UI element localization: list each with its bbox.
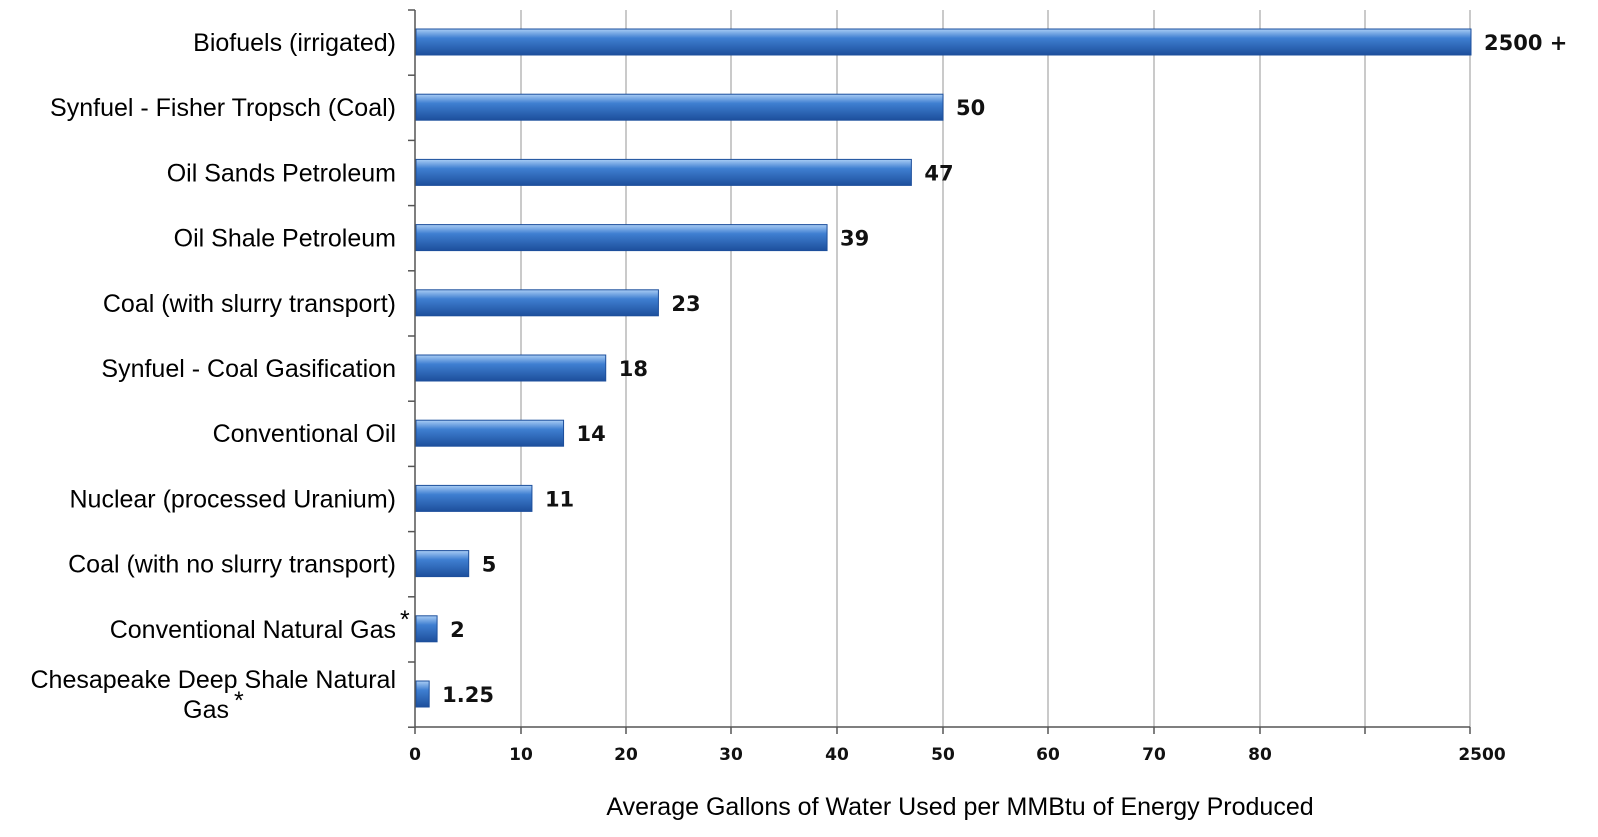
- x-tick-label: 40: [825, 745, 849, 765]
- category-label: Oil Shale Petroleum: [174, 225, 396, 253]
- data-label: 2: [450, 618, 465, 642]
- bar: [415, 419, 565, 447]
- category-label-line2: Gas: [183, 696, 229, 724]
- x-tick-label: 80: [1248, 745, 1272, 765]
- bar: [415, 28, 1472, 56]
- data-label: 18: [619, 357, 648, 381]
- bar: [415, 158, 912, 186]
- data-label: 5: [482, 553, 497, 577]
- category-label: Biofuels (irrigated): [193, 29, 396, 57]
- gridlines: [520, 10, 1471, 727]
- data-label: 11: [545, 487, 574, 511]
- labels: 0 10 20 30 40 50 60 70 80 2500 Biofuels (irrigated…: [30, 29, 1567, 765]
- x-tick-label: 30: [719, 745, 743, 765]
- x-tick-label: 60: [1036, 745, 1060, 765]
- bar: [415, 224, 828, 252]
- category-label: Conventional Natural Gas: [110, 616, 396, 644]
- data-label: 50: [956, 96, 985, 120]
- bar: [415, 680, 430, 708]
- bar: [415, 484, 533, 512]
- bar: [415, 550, 470, 578]
- x-tick-label: 50: [931, 745, 955, 765]
- bar: [415, 93, 944, 121]
- bars: [415, 28, 1472, 708]
- category-label: Conventional Oil: [213, 420, 396, 448]
- category-label: Oil Sands Petroleum: [167, 159, 396, 187]
- footnote-asterisk: *: [400, 606, 410, 634]
- x-tick-label: 0: [409, 745, 421, 765]
- data-label: 23: [671, 292, 700, 316]
- x-tick-label: 10: [509, 745, 533, 765]
- x-tick-label: 2500: [1458, 745, 1505, 765]
- data-label: 39: [840, 227, 869, 251]
- category-label: Coal (with no slurry transport): [68, 551, 396, 579]
- bar: [415, 354, 607, 382]
- category-label: Chesapeake Deep Shale Natural: [30, 666, 396, 694]
- category-label: Synfuel - Coal Gasification: [101, 355, 396, 383]
- category-label: Synfuel - Fisher Tropsch (Coal): [50, 94, 396, 122]
- footnote-asterisk: *: [234, 687, 244, 715]
- bar: [415, 289, 659, 317]
- x-axis-title: Average Gallons of Water Used per MMBtu …: [606, 793, 1313, 821]
- data-label: 14: [577, 422, 606, 446]
- data-label: 1.25: [442, 683, 494, 707]
- x-tick-label: 70: [1142, 745, 1166, 765]
- bar: [415, 615, 438, 643]
- data-label: 2500 +: [1484, 31, 1567, 55]
- category-label: Nuclear (processed Uranium): [69, 485, 396, 513]
- x-tick-label: 20: [614, 745, 638, 765]
- category-label: Coal (with slurry transport): [103, 290, 396, 318]
- data-label: 47: [924, 161, 953, 185]
- axes: [408, 9, 1471, 734]
